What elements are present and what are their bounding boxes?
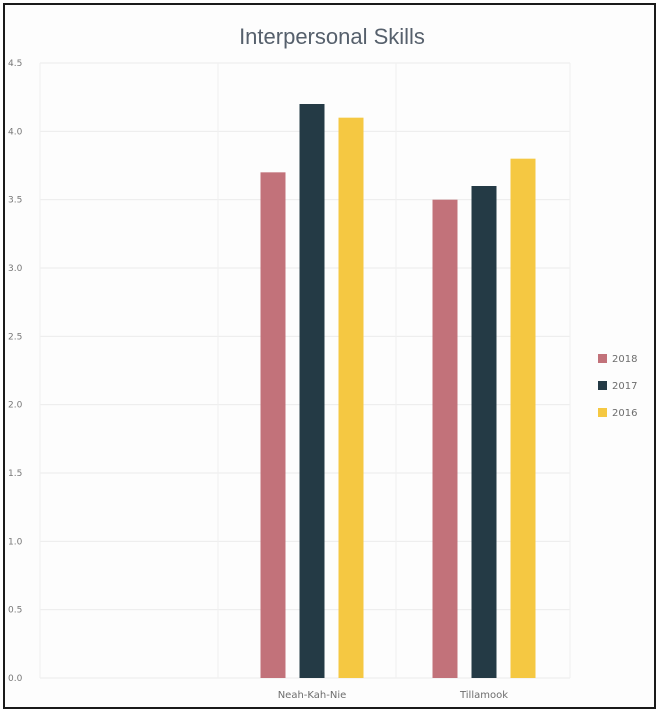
y-tick-label: 2.0 — [8, 401, 23, 411]
bar-2016-0 — [338, 117, 364, 678]
bars — [260, 104, 536, 679]
legend: 2018 2017 2016 — [598, 354, 637, 419]
legend-swatch-2016 — [598, 408, 607, 417]
y-axis-ticks: 0.0 0.5 1.0 1.5 2.0 2.5 3.0 3.5 4.0 4.5 — [8, 59, 23, 684]
legend-label-2018: 2018 — [612, 354, 637, 365]
y-tick-label: 1.0 — [8, 537, 23, 547]
legend-swatch-2017 — [598, 381, 607, 390]
y-tick-label: 2.5 — [8, 332, 22, 342]
y-tick-label: 3.5 — [8, 196, 22, 206]
chart-frame — [3, 3, 656, 709]
y-tick-label: 1.5 — [8, 469, 22, 479]
bar-2017-1 — [471, 186, 497, 678]
legend-swatch-2018 — [598, 354, 607, 363]
bar-2018-1 — [432, 199, 458, 678]
bar-2016-1 — [510, 158, 536, 678]
x-category-label: Neah-Kah-Nie — [278, 690, 347, 701]
y-tick-label: 4.5 — [8, 59, 22, 69]
y-tick-label: 4.0 — [8, 127, 23, 137]
y-tick-label: 0.0 — [8, 674, 23, 684]
bar-2017-0 — [299, 104, 325, 678]
x-category-label: Tillamook — [459, 690, 508, 701]
y-tick-label: 0.5 — [8, 606, 22, 616]
legend-label-2016: 2016 — [612, 408, 637, 419]
legend-label-2017: 2017 — [612, 381, 637, 392]
x-axis-categories: Neah-Kah-Nie Tillamook — [278, 690, 509, 701]
bar-2018-0 — [260, 172, 286, 679]
chart-title: Interpersonal Skills — [239, 24, 425, 49]
y-tick-label: 3.0 — [8, 264, 23, 274]
